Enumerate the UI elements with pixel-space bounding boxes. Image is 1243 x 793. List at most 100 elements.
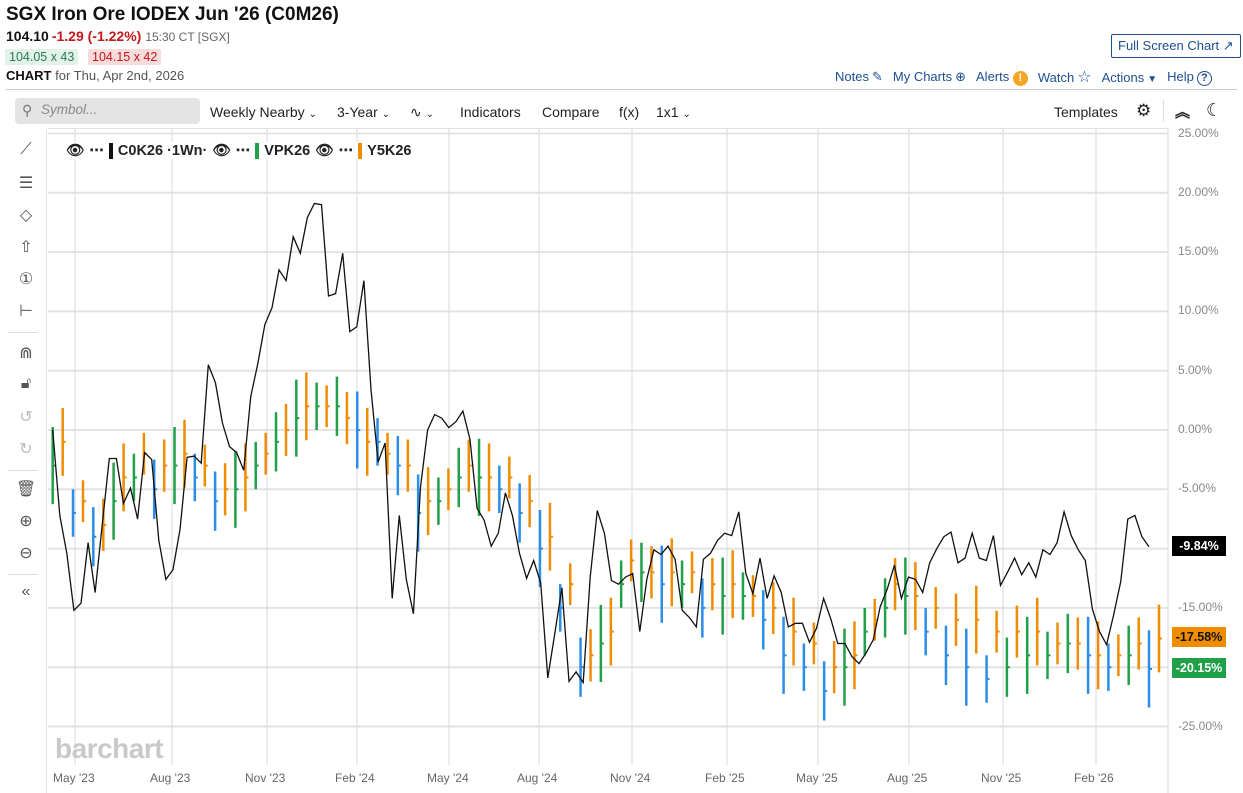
legend-y5k26: Y5K26 — [367, 142, 412, 159]
eye-icon[interactable]: 👁︎ — [212, 143, 231, 159]
eye-icon[interactable]: 👁︎ — [66, 143, 85, 159]
x-tick-label: Aug '24 — [517, 771, 558, 785]
divider — [6, 89, 1237, 90]
full-screen-chart-button[interactable]: Full Screen Chart ↗ — [1111, 34, 1241, 58]
fibonacci-tool-icon[interactable]: ☰ — [18, 175, 34, 192]
period-label: Weekly Nearby — [210, 104, 305, 120]
legend-swatch — [358, 142, 363, 159]
redo-icon[interactable]: ↻ — [19, 441, 33, 458]
alerts-label: Alerts — [976, 68, 1010, 84]
c0k26-line — [52, 202, 1150, 685]
y-tick-label: 0.00% — [1178, 422, 1213, 436]
alerts-link[interactable]: Alerts ! — [976, 69, 1028, 86]
measure-tool-icon[interactable]: ⊢ — [19, 303, 33, 320]
period-dropdown[interactable]: Weekly Nearby ⌄ — [210, 104, 317, 120]
last-value-badge-y5k26: -17.58% — [1172, 627, 1226, 647]
y-tick-label: 10.00% — [1178, 303, 1219, 318]
help-icon: ? — [1196, 70, 1212, 86]
plus-circle-icon: ⊕ — [955, 69, 967, 84]
chart-label: CHART — [6, 68, 52, 83]
chart-date: CHART for Thu, Apr 2nd, 2026 — [6, 68, 184, 83]
compare-button[interactable]: Compare — [542, 104, 600, 120]
divider — [46, 129, 47, 793]
header-links: Notes ✎ My Charts ⊕ Alerts ! Watch ☆ Action… — [835, 67, 1212, 87]
chevron-down-icon: ⌄ — [682, 109, 691, 120]
chart-toolbar: Symbol... ⚲ Weekly Nearby ⌄ 3-Year ⌄ ∿ ⌄… — [0, 96, 1243, 128]
my-charts-link[interactable]: My Charts ⊕ — [893, 69, 966, 85]
last-value-badge-vpk26: -20.15% — [1172, 658, 1226, 678]
more-icon[interactable]: ⋯ — [89, 142, 104, 159]
y-tick-label: 15.00% — [1178, 244, 1219, 259]
legend-vpk26: VPK26 — [264, 142, 311, 159]
alert-icon: ! — [1012, 70, 1028, 86]
x-tick-label: Feb '24 — [335, 771, 375, 785]
y-tick-label: -5.00% — [1178, 481, 1217, 496]
divider — [8, 332, 38, 333]
search-icon: ⚲ — [22, 102, 33, 118]
caret-down-icon: ▼ — [1147, 73, 1158, 85]
chevron-down-icon: ⌄ — [308, 109, 317, 120]
x-tick-label: Nov '23 — [245, 771, 286, 785]
my-charts-label: My Charts — [892, 69, 953, 84]
x-tick-label: Nov '25 — [981, 771, 1022, 785]
zoom-in-icon[interactable]: ⊕ — [19, 513, 33, 530]
magnet-icon[interactable]: ⋒ — [19, 345, 33, 362]
chart-legend: 👁︎ ⋯ C0K26 ·1Wn· 👁︎ ⋯ VPK26 👁︎ ⋯ Y5K26 — [66, 142, 412, 159]
star-icon: ☆ — [1077, 69, 1092, 86]
fx-button[interactable]: f(x) — [619, 104, 640, 120]
layout-label: 1x1 — [656, 104, 679, 120]
divider — [1163, 100, 1164, 122]
more-icon[interactable]: ⋯ — [338, 142, 354, 159]
eye-icon[interactable]: 👁︎ — [315, 143, 334, 159]
collapse-icon[interactable]: ︽ — [1175, 104, 1191, 121]
moon-icon[interactable]: ☾ — [1206, 100, 1223, 120]
trash-icon[interactable]: 🗑︎ — [15, 481, 37, 498]
y-tick-label: 25.00% — [1178, 125, 1219, 140]
range-dropdown[interactable]: 3-Year ⌄ — [337, 104, 390, 120]
help-label: Help — [1167, 68, 1194, 84]
barchart-logo: barchart — [55, 733, 164, 764]
legend-swatch — [255, 142, 260, 159]
collapse-sidebar-icon[interactable]: « — [21, 583, 31, 600]
shapes-tool-icon[interactable]: ◇ — [19, 207, 33, 224]
chevron-down-icon: ⌄ — [425, 109, 435, 120]
x-tick-label: May '23 — [53, 771, 95, 785]
bid-badge: 104.05 x 43 — [5, 49, 79, 65]
x-tick-label: Feb '26 — [1074, 771, 1114, 785]
zoom-out-icon[interactable]: ⊖ — [19, 545, 33, 562]
chart-type-dropdown[interactable]: ∿ ⌄ — [410, 104, 434, 121]
layout-dropdown[interactable]: 1x1 ⌄ — [656, 104, 691, 120]
ask-badge: 104.15 x 42 — [88, 49, 162, 65]
chart-for-date: for Thu, Apr 2nd, 2026 — [55, 68, 185, 83]
range-label: 3-Year — [337, 104, 378, 120]
undo-icon[interactable]: ↺ — [19, 409, 33, 426]
last-price: 104.10 — [6, 28, 49, 44]
edit-icon: ✎ — [871, 69, 883, 84]
notes-link[interactable]: Notes ✎ — [835, 69, 883, 85]
page-title: SGX Iron Ore IODEX Jun '26 (C0M26) — [6, 4, 339, 25]
divider — [48, 128, 1168, 129]
line-chart-icon: ∿ — [410, 104, 422, 120]
more-icon[interactable]: ⋯ — [235, 142, 251, 159]
quote-time: 15:30 CT [SGX] — [145, 30, 230, 44]
y-tick-label: 20.00% — [1178, 184, 1219, 199]
gear-icon[interactable]: ⚙ — [1136, 101, 1152, 120]
arrow-tool-icon[interactable]: ⇧ — [19, 239, 33, 256]
templates-button[interactable]: Templates — [1054, 104, 1118, 120]
last-value-badge-c0k26: -9.84% — [1172, 536, 1226, 556]
notes-label: Notes — [835, 69, 869, 84]
help-link[interactable]: Help? — [1167, 69, 1212, 86]
divider — [8, 574, 38, 575]
watch-link[interactable]: Watch ☆ — [1038, 67, 1092, 87]
trendline-tool-icon[interactable]: ⟋ — [20, 141, 32, 158]
symbol-search-input[interactable]: Symbol... — [15, 98, 200, 124]
watch-label: Watch — [1037, 70, 1075, 85]
actions-menu[interactable]: Actions ▼ — [1102, 70, 1158, 85]
annotation-number-icon[interactable]: ① — [18, 271, 34, 288]
quote-line: 104.10 -1.29 (-1.22%) 15:30 CT [SGX] — [6, 28, 230, 44]
indicators-button[interactable]: Indicators — [460, 104, 521, 120]
divider — [8, 470, 38, 471]
lock-icon[interactable]: 🔓︎ — [20, 375, 32, 392]
actions-label: Actions — [1101, 69, 1145, 85]
